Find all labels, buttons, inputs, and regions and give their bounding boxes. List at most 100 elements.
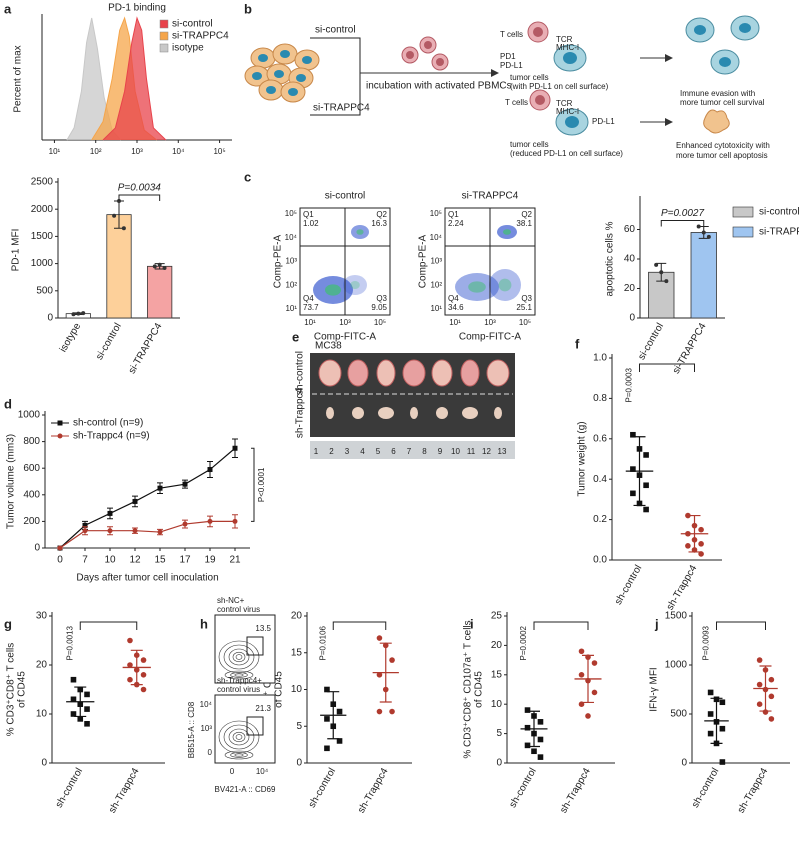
y-tick-label: 25 — [491, 611, 503, 622]
data-point — [698, 526, 704, 533]
data-point — [537, 736, 544, 743]
legend-label: si-TRAPPC4 — [759, 227, 799, 238]
panel-letter: c — [244, 169, 251, 184]
data-point — [376, 708, 383, 715]
bar — [690, 232, 717, 319]
x-tick-label: sh-control — [613, 563, 644, 607]
quadrant-name: Q4 — [303, 294, 314, 303]
ruler-label: 4 — [360, 447, 365, 456]
y-tick-label: 10⁵ — [430, 209, 442, 218]
quadrant-value: 25.1 — [516, 303, 532, 312]
data-point — [81, 311, 86, 316]
data-point — [696, 224, 701, 229]
data-point — [140, 672, 147, 678]
plot-label: sh-NC+ — [217, 596, 245, 605]
pbmc-nucleus — [436, 58, 444, 66]
x-tick-label: 17 — [179, 555, 191, 566]
x-tick-label: 10¹ — [449, 318, 461, 327]
legend-label: sh-control (n=9) — [73, 418, 143, 429]
data-point — [127, 637, 133, 644]
nucleus — [719, 57, 731, 67]
y-tick-label: 10³ — [200, 724, 212, 733]
quadrant-value: 1.02 — [303, 219, 319, 228]
y-tick-label: 0 — [681, 758, 687, 769]
y-tick-label: 600 — [23, 463, 40, 474]
cell-core — [498, 278, 512, 292]
ruler-label: 6 — [391, 447, 396, 456]
x-axis-label: Comp-FITC-A — [459, 332, 522, 343]
x-tick-label: si-control — [636, 321, 666, 362]
y-tick-label: 500 — [670, 709, 687, 720]
tumor — [402, 359, 426, 387]
x-tick-label: 10¹ — [49, 147, 61, 156]
y-tick-label: 30 — [36, 611, 48, 622]
nucleus — [280, 50, 290, 58]
annotation: P<0.0001 — [257, 467, 266, 502]
contour — [234, 673, 244, 677]
contour — [235, 734, 243, 740]
contour — [218, 640, 260, 674]
significance-bracket — [118, 194, 161, 202]
panel-letter: f — [575, 336, 580, 351]
y-tick-label: 0.6 — [593, 433, 607, 444]
data-point — [756, 657, 763, 663]
plot-label: sh-Trappc4+ — [217, 676, 262, 685]
gate — [246, 716, 264, 736]
t-nucleus — [533, 27, 543, 37]
data-line — [59, 520, 235, 549]
significance-bracket — [639, 363, 695, 372]
y-tick-label: 40 — [624, 254, 636, 265]
data-point — [127, 662, 133, 668]
x-tick-label: sh-Trappc4 — [665, 563, 700, 612]
x-tick-label: 10³ — [339, 318, 351, 327]
legend-marker — [57, 420, 63, 426]
y-axis-label: of CD45 — [274, 671, 285, 708]
annotation: P=0.0003 — [625, 367, 634, 402]
ruler-label: 3 — [345, 447, 350, 456]
data-point — [157, 485, 163, 491]
nucleus — [258, 54, 268, 62]
legend-label: sh-Trappc4 (n=9) — [73, 431, 150, 442]
data-point — [585, 713, 591, 719]
data-point — [182, 481, 188, 487]
contour — [224, 670, 254, 680]
sd-bar — [528, 710, 540, 748]
data-point — [107, 510, 113, 516]
data-point — [524, 742, 531, 749]
data-point — [630, 466, 636, 472]
row-label: sh-Trappc4 — [295, 387, 306, 438]
data-point — [685, 512, 691, 519]
data-point — [630, 490, 636, 497]
x-tick-label: 10 — [104, 555, 116, 566]
tumor — [436, 407, 448, 419]
y-tick-label: 0 — [296, 758, 302, 769]
data-point — [232, 445, 238, 451]
ruler-label: 9 — [438, 447, 443, 456]
cell-core — [356, 229, 364, 235]
y-tick-label: 10¹ — [285, 304, 297, 313]
y-axis-label: Comp-PE-A — [273, 235, 284, 289]
data-point — [140, 657, 147, 663]
y-tick-label: 20 — [491, 640, 503, 651]
data-point — [232, 518, 238, 524]
ruler-label: 8 — [422, 447, 427, 456]
y-tick-label: 10⁵ — [285, 209, 297, 218]
y-axis-label: Tumor weight (g) — [577, 421, 588, 496]
nucleus — [739, 23, 751, 33]
data-point — [659, 270, 664, 275]
y-tick-label: 20 — [624, 283, 636, 294]
y-tick-label: 0 — [47, 313, 53, 324]
x-tick-label: 19 — [204, 555, 216, 566]
quadrant-name: Q1 — [448, 210, 459, 219]
data-point — [643, 452, 649, 458]
diagram-text: Immune evasion with — [680, 89, 755, 98]
flow-title: si-TRAPPC4 — [462, 191, 519, 202]
quadrant-name: Q4 — [448, 294, 459, 303]
gate — [246, 636, 264, 656]
y-tick-label: 1000 — [31, 258, 54, 269]
x-tick-label: 10⁵ — [519, 318, 531, 327]
ruler-label: 10 — [451, 447, 460, 456]
diagram-text: PD-L1 — [500, 61, 523, 70]
x-tick-label: 10⁴ — [256, 767, 269, 776]
